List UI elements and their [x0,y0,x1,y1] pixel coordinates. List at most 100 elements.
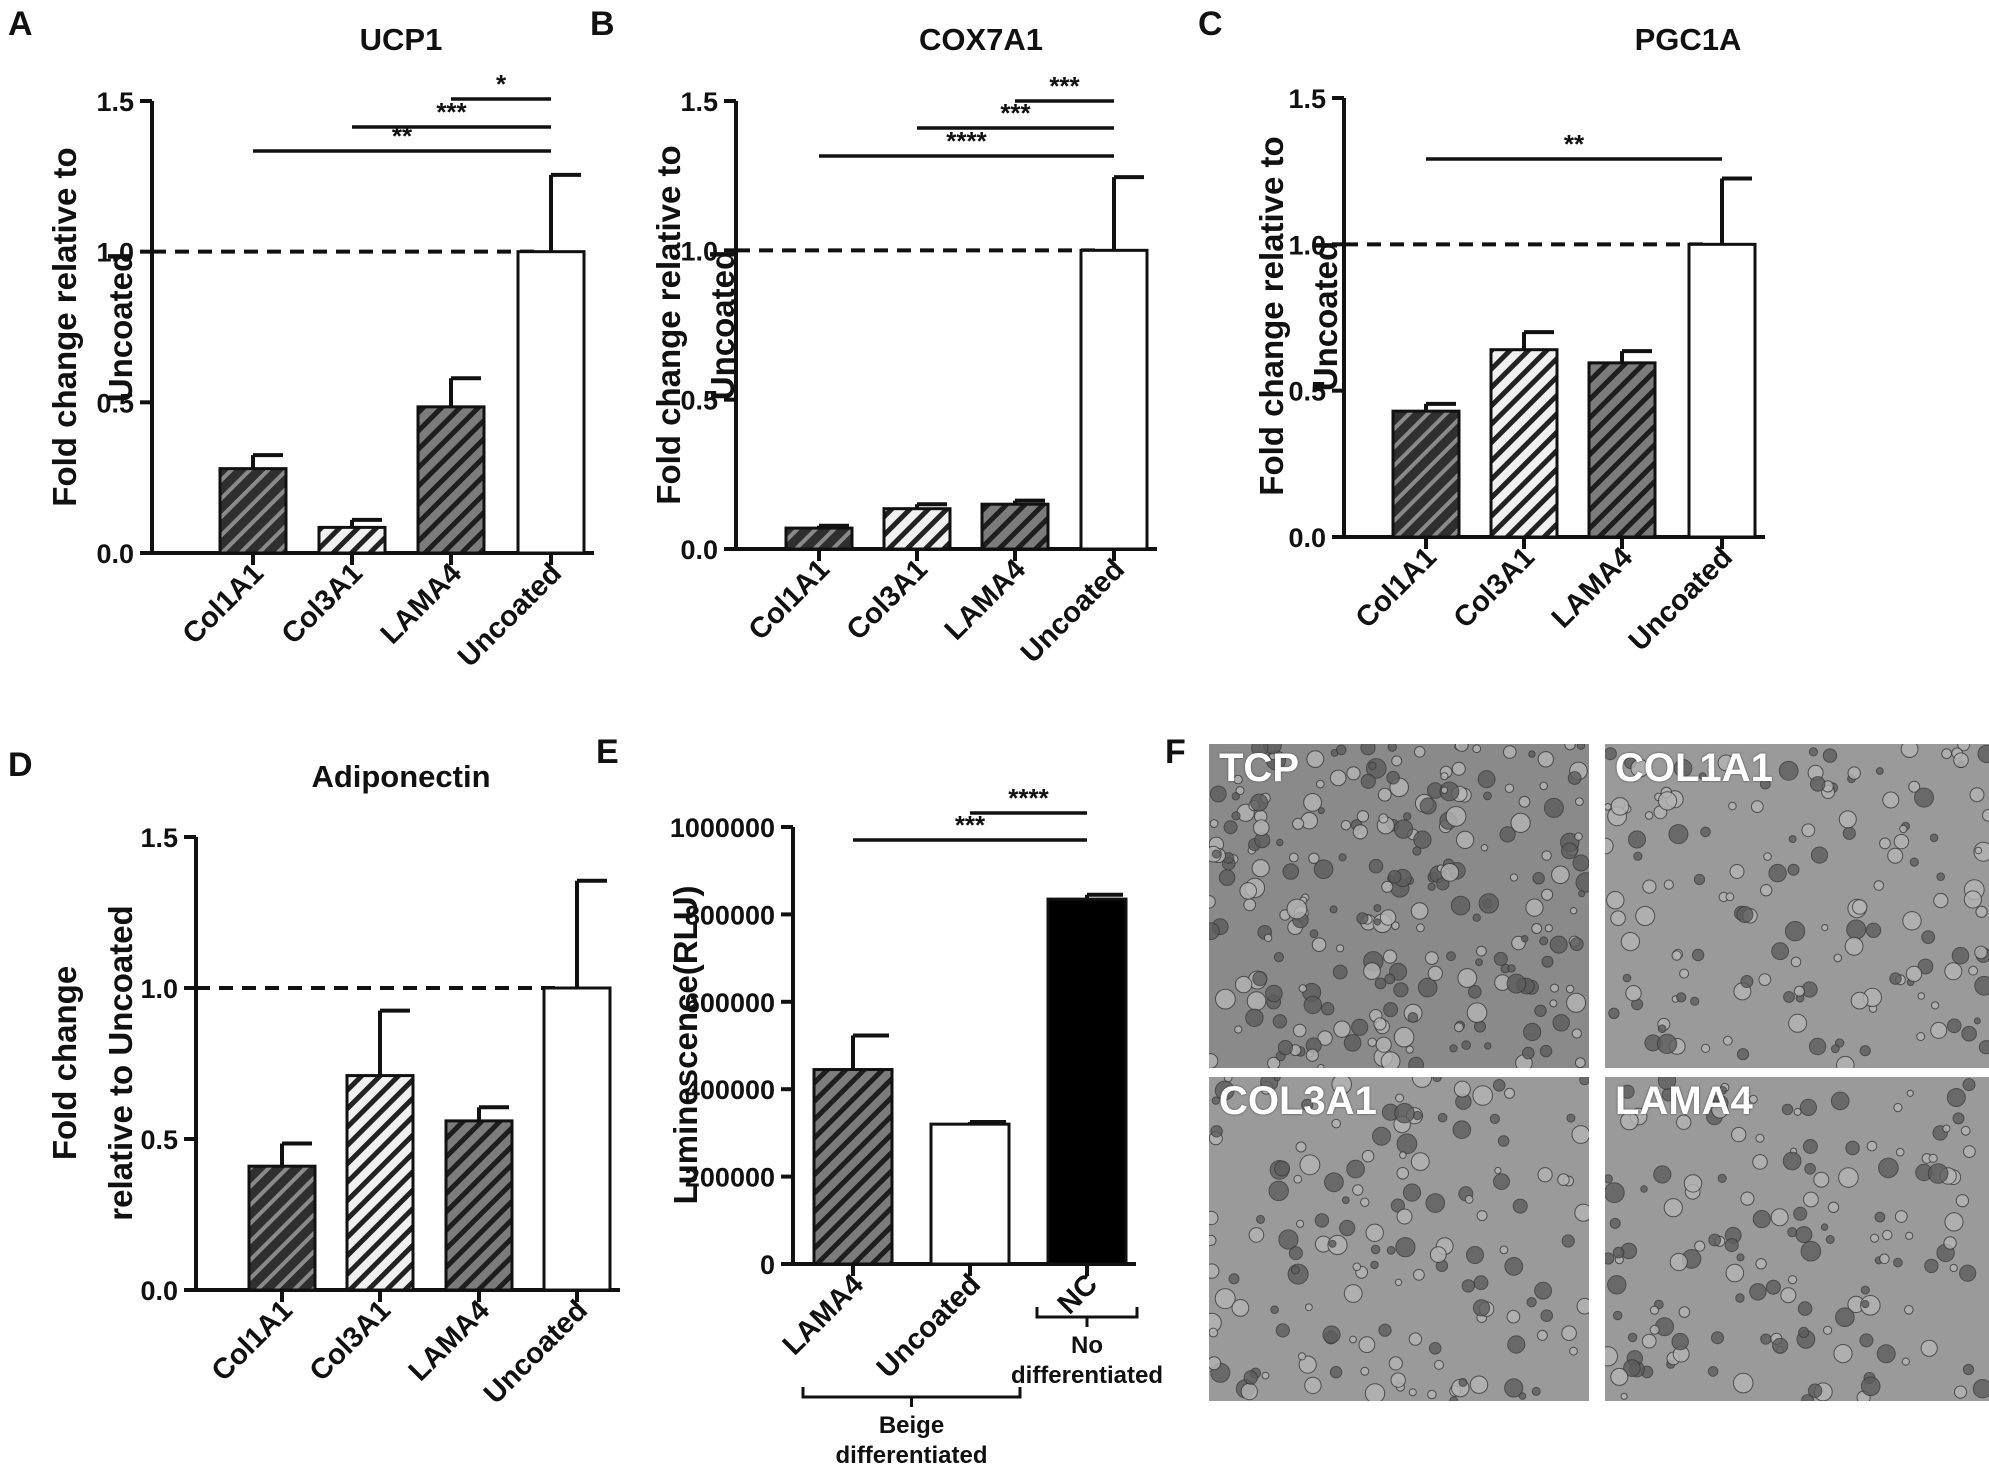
y-axis-label: Fold change [46,966,83,1160]
bar-col1a1 [784,526,854,551]
micrograph-tcp: TCP [1209,744,1589,1068]
category-label: Uncoated [478,1294,594,1410]
bar-col1a1 [218,467,288,555]
significance-label: ** [1564,129,1585,159]
y-tick-label: 0.5 [140,1125,178,1155]
micrograph-lama4: LAMA4 [1605,1077,1989,1401]
bar-nc [1046,897,1128,1266]
bar-lama4 [416,405,486,555]
category-label: Col1A1 [1350,541,1443,634]
category-label: Col3A1 [1448,541,1541,634]
y-tick-label: 1.0 [1288,230,1326,260]
chart-title: COX7A1 [919,22,1043,57]
category-label: Col1A1 [206,1294,299,1387]
micrograph-label: COL1A1 [1615,746,1773,790]
bar-col3a1 [317,525,387,555]
category-label: Uncoated [1623,541,1739,657]
y-tick-label: 0.0 [140,1276,178,1306]
significance-label: ** [392,121,413,151]
significance-label: *** [1049,71,1080,101]
micrograph-cells [1209,744,1589,1068]
bar-uncoated [1079,248,1149,551]
y-tick-label: 1.5 [1288,84,1326,114]
y-tick-label: 200000 [685,1163,775,1193]
panel-letter-a: A [8,5,33,43]
y-tick-label: 1.0 [140,974,178,1004]
category-label: NC [1052,1268,1104,1320]
chart-title: Adiponectin [311,759,490,794]
bar-lama4 [444,1119,514,1292]
y-tick-label: 800000 [685,900,775,930]
significance-label: *** [955,810,986,840]
group-brace [801,1387,1022,1407]
chart-title: UCP1 [360,22,443,57]
group-label: differentiated [835,1442,987,1469]
micrograph-label: TCP [1219,746,1299,790]
y-axis-label: Uncoated [704,250,741,400]
y-tick-label: 0.0 [96,539,134,569]
micrograph-label: COL3A1 [1219,1079,1377,1123]
micrograph-cells [1605,744,1989,1068]
bar-uncoated [516,250,586,555]
group-label: No [1071,1332,1103,1359]
category-label: LAMA4 [403,1294,496,1387]
panel-letter-d: D [8,746,33,784]
chart-A: 0.0 0.5 1.0 1.5 UCP1 Fold change relative to U… [46,22,594,673]
y-tick-label: 1000000 [670,813,775,843]
significance-label: **** [946,126,987,156]
bar-col1a1 [1391,409,1461,539]
y-axis-label: Uncoated [1307,241,1344,391]
category-label: Col3A1 [841,553,934,646]
category-label: Col3A1 [304,1294,397,1387]
y-axis-label: Fold change relative to [46,147,83,506]
category-label: LAMA4 [777,1268,870,1361]
category-label: Uncoated [871,1268,987,1384]
bar-uncoated [1687,242,1757,539]
category-label: Col1A1 [743,553,836,646]
panel-letter-f: F [1165,733,1186,771]
category-label: Uncoated [452,557,568,673]
panel-letter-c: C [1198,5,1223,43]
chart-title: PGC1A [1635,22,1742,57]
category-label: LAMA4 [375,557,468,650]
group-label: differentiated [1011,1362,1163,1389]
category-label: Col3A1 [276,557,369,650]
y-tick-label: 0.5 [1288,377,1326,407]
significance-label: *** [1000,98,1031,128]
micrograph-cells [1209,1077,1589,1401]
micrograph-col1a1: COL1A1 [1605,744,1989,1068]
y-axis-label: Luminescence(RLU) [667,885,704,1204]
y-tick-label: 1.0 [680,236,718,266]
category-label: Uncoated [1015,553,1131,669]
bar-lama4 [980,502,1050,551]
bar-col1a1 [247,1164,317,1292]
significance-label: **** [1008,783,1049,813]
group-brace [1035,1307,1139,1327]
y-axis-label: relative to Uncoated [102,905,139,1220]
y-tick-label: 0.5 [96,388,134,418]
category-label: LAMA4 [1546,541,1639,634]
micrograph-col3a1: COL3A1 [1209,1077,1589,1401]
micrograph-label: LAMA4 [1615,1079,1753,1123]
bar-col3a1 [882,507,952,551]
bar-col3a1 [1489,348,1559,539]
bar-col3a1 [345,1074,415,1292]
panel-letter-b: B [590,5,615,43]
panel-letters: A B C D E F [8,5,1223,784]
y-tick-label: 600000 [685,988,775,1018]
panel-letter-e: E [596,733,619,771]
y-tick-label: 0 [760,1250,775,1280]
micrograph-cells [1605,1077,1989,1401]
group-label: Beige [879,1412,944,1439]
y-tick-label: 1.0 [96,238,134,268]
category-label: LAMA4 [939,553,1032,646]
y-axis-label: Fold change relative to [1253,136,1290,495]
y-tick-label: 1.5 [96,87,134,117]
significance-label: * [496,69,507,99]
y-tick-label: 0.0 [680,535,718,565]
y-tick-label: 0.0 [1288,523,1326,553]
category-label: Col1A1 [177,557,270,650]
y-axis-label: Uncoated [102,252,139,402]
chart-C: 0.0 0.5 1.0 1.5 PGC1A Fold change relative to… [1253,22,1765,657]
